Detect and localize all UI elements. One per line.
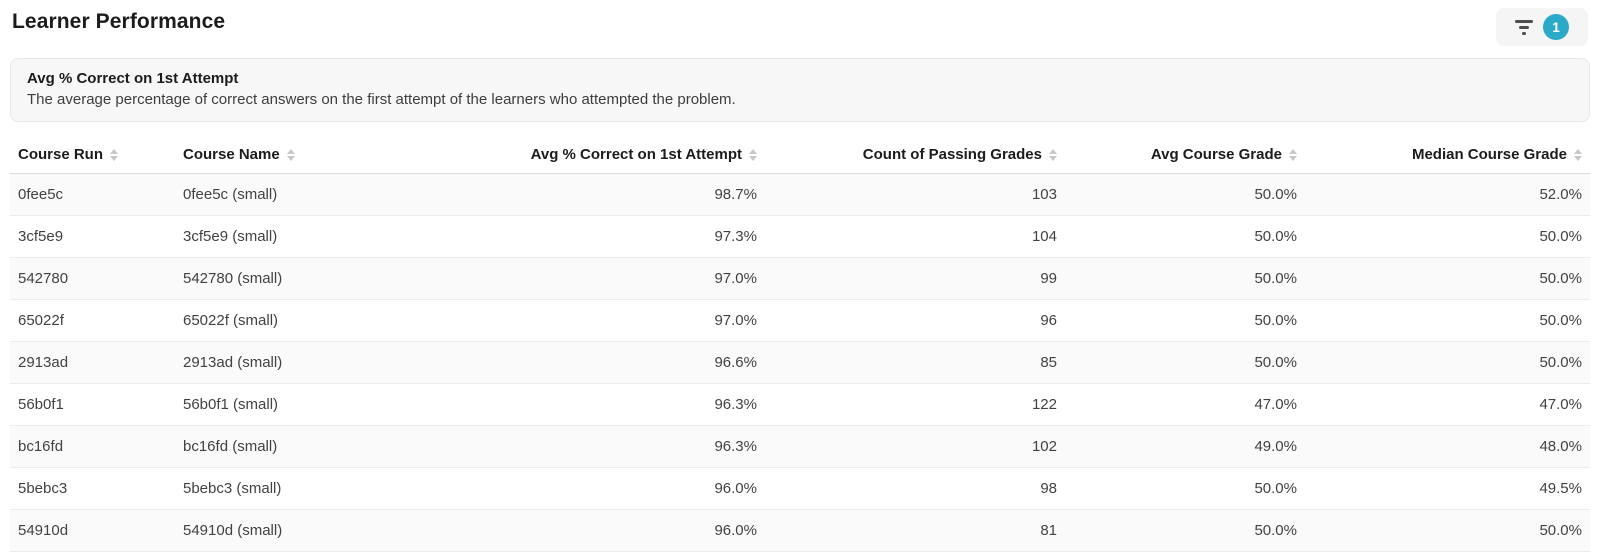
cell-avg-course-grade: 50.0% <box>1065 509 1305 552</box>
cell-count-passing-grades: 104 <box>765 215 1065 258</box>
cell-avg-course-grade: 49.0% <box>1065 425 1305 468</box>
cell-course-name: 2913ad (small) <box>175 341 475 384</box>
cell-course-run: 2913ad <box>10 341 175 384</box>
cell-count-passing-grades: 98 <box>765 467 1065 510</box>
cell-course-run: 54910d <box>10 509 175 552</box>
cell-avg-course-grade: 50.0% <box>1065 257 1305 300</box>
sort-icon[interactable] <box>749 148 757 161</box>
cell-course-name: bc16fd (small) <box>175 425 475 468</box>
column-label: Course Name <box>183 146 280 163</box>
filter-count-badge: 1 <box>1543 14 1569 40</box>
learner-performance-table: Course Run Course Name Avg % Correct on … <box>10 136 1590 552</box>
table-row: 56b0f1 56b0f1 (small) 96.3% 122 47.0% 47… <box>10 383 1590 426</box>
sort-icon[interactable] <box>1289 148 1297 161</box>
cell-count-passing-grades: 81 <box>765 509 1065 552</box>
cell-avg-pct-correct: 97.0% <box>475 257 765 300</box>
cell-course-name: 56b0f1 (small) <box>175 383 475 426</box>
cell-avg-course-grade: 50.0% <box>1065 173 1305 216</box>
cell-avg-pct-correct: 96.3% <box>475 383 765 426</box>
sort-icon[interactable] <box>110 148 119 161</box>
table-row: 542780 542780 (small) 97.0% 99 50.0% 50.… <box>10 257 1590 300</box>
cell-course-name: 0fee5c (small) <box>175 173 475 216</box>
column-label: Count of Passing Grades <box>862 146 1042 163</box>
column-header-course-name[interactable]: Course Name <box>175 136 475 174</box>
cell-count-passing-grades: 102 <box>765 425 1065 468</box>
column-header-avg-course-grade[interactable]: Avg Course Grade <box>1065 136 1305 174</box>
cell-avg-pct-correct: 97.0% <box>475 299 765 342</box>
cell-avg-pct-correct: 98.7% <box>475 173 765 216</box>
table-row: 3cf5e9 3cf5e9 (small) 97.3% 104 50.0% 50… <box>10 215 1590 258</box>
table-row: 65022f 65022f (small) 97.0% 96 50.0% 50.… <box>10 299 1590 342</box>
cell-course-run: 5bebc3 <box>10 467 175 510</box>
cell-course-run: 3cf5e9 <box>10 215 175 258</box>
cell-course-name: 54910d (small) <box>175 509 475 552</box>
column-header-avg-pct-correct[interactable]: Avg % Correct on 1st Attempt <box>475 136 765 174</box>
cell-course-run: bc16fd <box>10 425 175 468</box>
cell-median-course-grade: 49.5% <box>1305 467 1590 510</box>
cell-count-passing-grades: 85 <box>765 341 1065 384</box>
cell-avg-pct-correct: 96.0% <box>475 509 765 552</box>
column-label: Course Run <box>18 146 104 163</box>
cell-median-course-grade: 52.0% <box>1305 173 1590 216</box>
cell-median-course-grade: 50.0% <box>1305 509 1590 552</box>
cell-course-run: 56b0f1 <box>10 383 175 426</box>
cell-median-course-grade: 50.0% <box>1305 299 1590 342</box>
cell-count-passing-grades: 96 <box>765 299 1065 342</box>
cell-avg-course-grade: 50.0% <box>1065 215 1305 258</box>
table-row: 2913ad 2913ad (small) 96.6% 85 50.0% 50.… <box>10 341 1590 384</box>
cell-avg-pct-correct: 97.3% <box>475 215 765 258</box>
cell-avg-pct-correct: 96.6% <box>475 341 765 384</box>
table-row: 5bebc3 5bebc3 (small) 96.0% 98 50.0% 49.… <box>10 467 1590 510</box>
panel-topbar: Learner Performance 1 <box>10 8 1590 46</box>
filter-button[interactable]: 1 <box>1496 8 1588 46</box>
table-row: bc16fd bc16fd (small) 96.3% 102 49.0% 48… <box>10 425 1590 468</box>
table-row: 0fee5c 0fee5c (small) 98.7% 103 50.0% 52… <box>10 173 1590 216</box>
cell-course-name: 3cf5e9 (small) <box>175 215 475 258</box>
cell-median-course-grade: 47.0% <box>1305 383 1590 426</box>
cell-avg-pct-correct: 96.0% <box>475 467 765 510</box>
table-row: 54910d 54910d (small) 96.0% 81 50.0% 50.… <box>10 509 1590 552</box>
cell-course-run: 65022f <box>10 299 175 342</box>
page-title: Learner Performance <box>12 10 226 33</box>
column-header-course-run[interactable]: Course Run <box>10 136 175 174</box>
table-body: 0fee5c 0fee5c (small) 98.7% 103 50.0% 52… <box>10 173 1590 552</box>
table-header: Course Run Course Name Avg % Correct on … <box>10 136 1590 174</box>
metric-info-box: Avg % Correct on 1st Attempt The average… <box>10 58 1590 122</box>
filter-icon <box>1515 19 1533 35</box>
cell-avg-pct-correct: 96.3% <box>475 425 765 468</box>
column-label: Avg % Correct on 1st Attempt <box>530 146 742 163</box>
sort-icon[interactable] <box>1049 148 1057 161</box>
cell-count-passing-grades: 103 <box>765 173 1065 216</box>
column-label: Avg Course Grade <box>1150 146 1282 163</box>
cell-course-name: 5bebc3 (small) <box>175 467 475 510</box>
cell-course-name: 65022f (small) <box>175 299 475 342</box>
cell-avg-course-grade: 50.0% <box>1065 467 1305 510</box>
cell-course-run: 542780 <box>10 257 175 300</box>
cell-course-name: 542780 (small) <box>175 257 475 300</box>
metric-info-description: The average percentage of correct answer… <box>27 91 736 108</box>
cell-count-passing-grades: 99 <box>765 257 1065 300</box>
cell-median-course-grade: 50.0% <box>1305 341 1590 384</box>
cell-median-course-grade: 50.0% <box>1305 215 1590 258</box>
column-header-count-passing-grades[interactable]: Count of Passing Grades <box>765 136 1065 174</box>
sort-icon[interactable] <box>1574 148 1582 161</box>
sort-icon[interactable] <box>286 148 295 161</box>
cell-avg-course-grade: 50.0% <box>1065 341 1305 384</box>
cell-avg-course-grade: 47.0% <box>1065 383 1305 426</box>
cell-median-course-grade: 48.0% <box>1305 425 1590 468</box>
column-header-median-course-grade[interactable]: Median Course Grade <box>1305 136 1590 174</box>
cell-course-run: 0fee5c <box>10 173 175 216</box>
cell-count-passing-grades: 122 <box>765 383 1065 426</box>
column-label: Median Course Grade <box>1411 146 1567 163</box>
metric-info-title: Avg % Correct on 1st Attempt <box>27 70 239 87</box>
cell-median-course-grade: 50.0% <box>1305 257 1590 300</box>
cell-avg-course-grade: 50.0% <box>1065 299 1305 342</box>
